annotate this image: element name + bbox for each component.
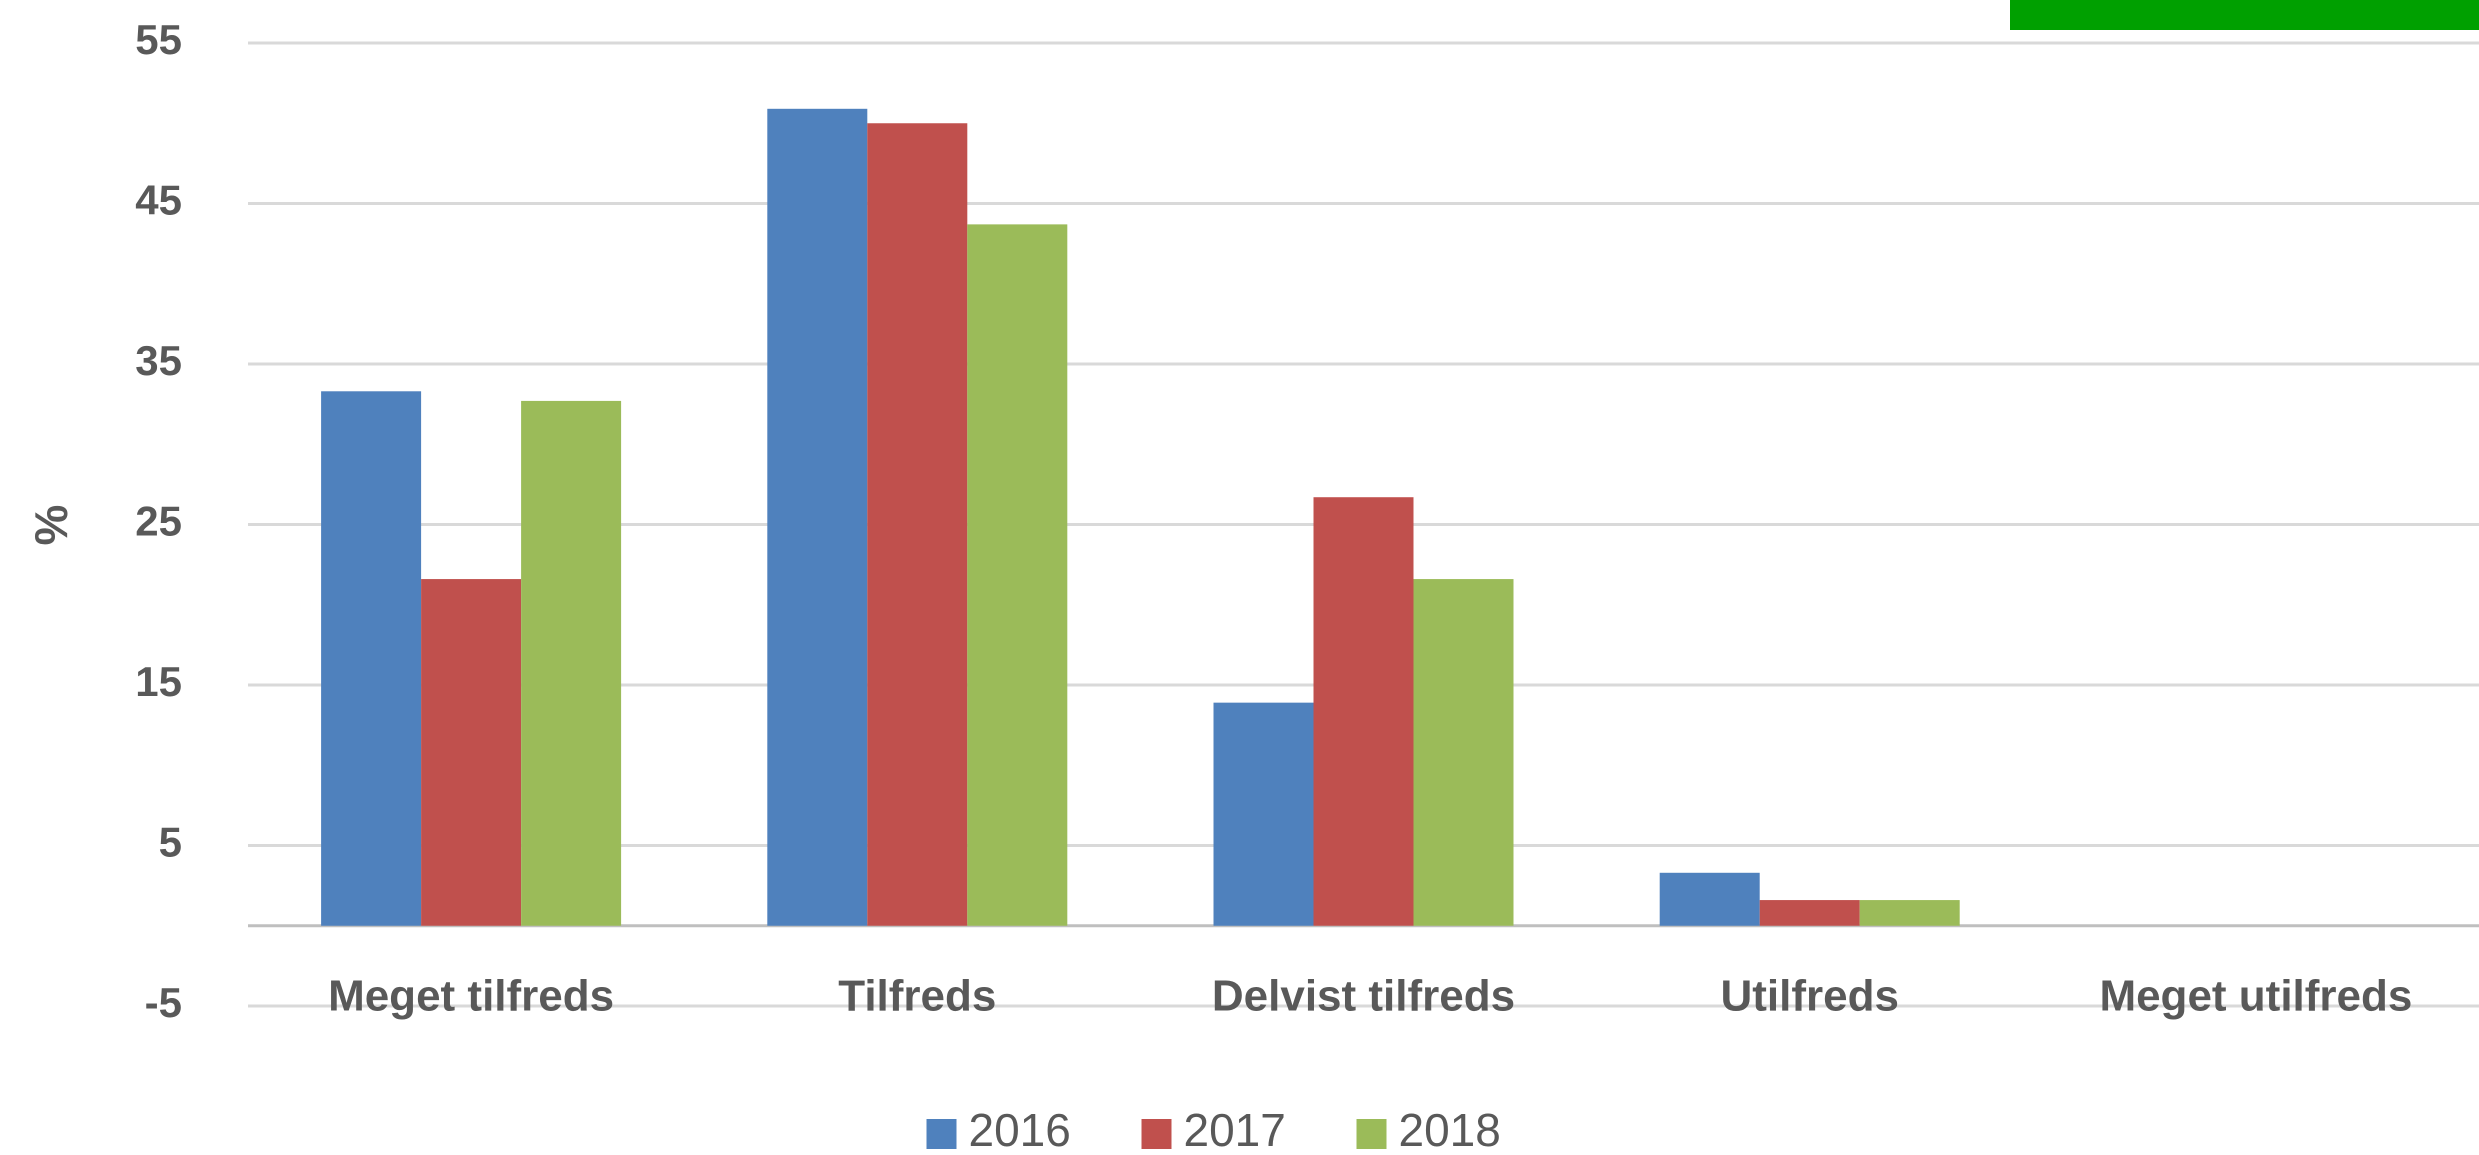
legend-label: 2018 [1399,1104,1501,1155]
y-tick-label: 5 [159,819,182,866]
bar [1759,900,1860,926]
y-tick-label: 15 [135,658,182,705]
bar [521,400,622,926]
y-tick-label: 45 [135,177,182,224]
legend-label: 2016 [969,1104,1071,1155]
x-tick-label: Utilfreds [1720,972,1898,1021]
bar [967,224,1068,926]
bar [421,579,522,926]
y-tick-label: 55 [135,16,182,63]
y-tick-label: 35 [135,337,182,384]
bar [1213,702,1314,926]
legend-swatch [1141,1119,1172,1149]
legend-label: 2017 [1184,1104,1286,1155]
y-tick-label: -5 [145,979,182,1026]
y-axis-label: % [25,505,77,546]
bar [1313,497,1414,926]
bar [1413,579,1514,926]
x-tick-label: Tilfreds [838,972,996,1021]
cropped-badge [2010,0,2479,30]
y-tick-label: 25 [135,498,182,545]
bar [1859,900,1960,926]
x-tick-label: Meget utilfreds [2099,972,2412,1021]
legend-swatch [1356,1119,1387,1149]
x-tick-label: Meget tilfreds [328,972,614,1021]
bar [1659,872,1760,926]
x-tick-label: Delvist tilfreds [1212,972,1515,1021]
bar [767,108,868,926]
legend-swatch [926,1119,957,1149]
bar [867,123,968,926]
bar [321,391,422,926]
